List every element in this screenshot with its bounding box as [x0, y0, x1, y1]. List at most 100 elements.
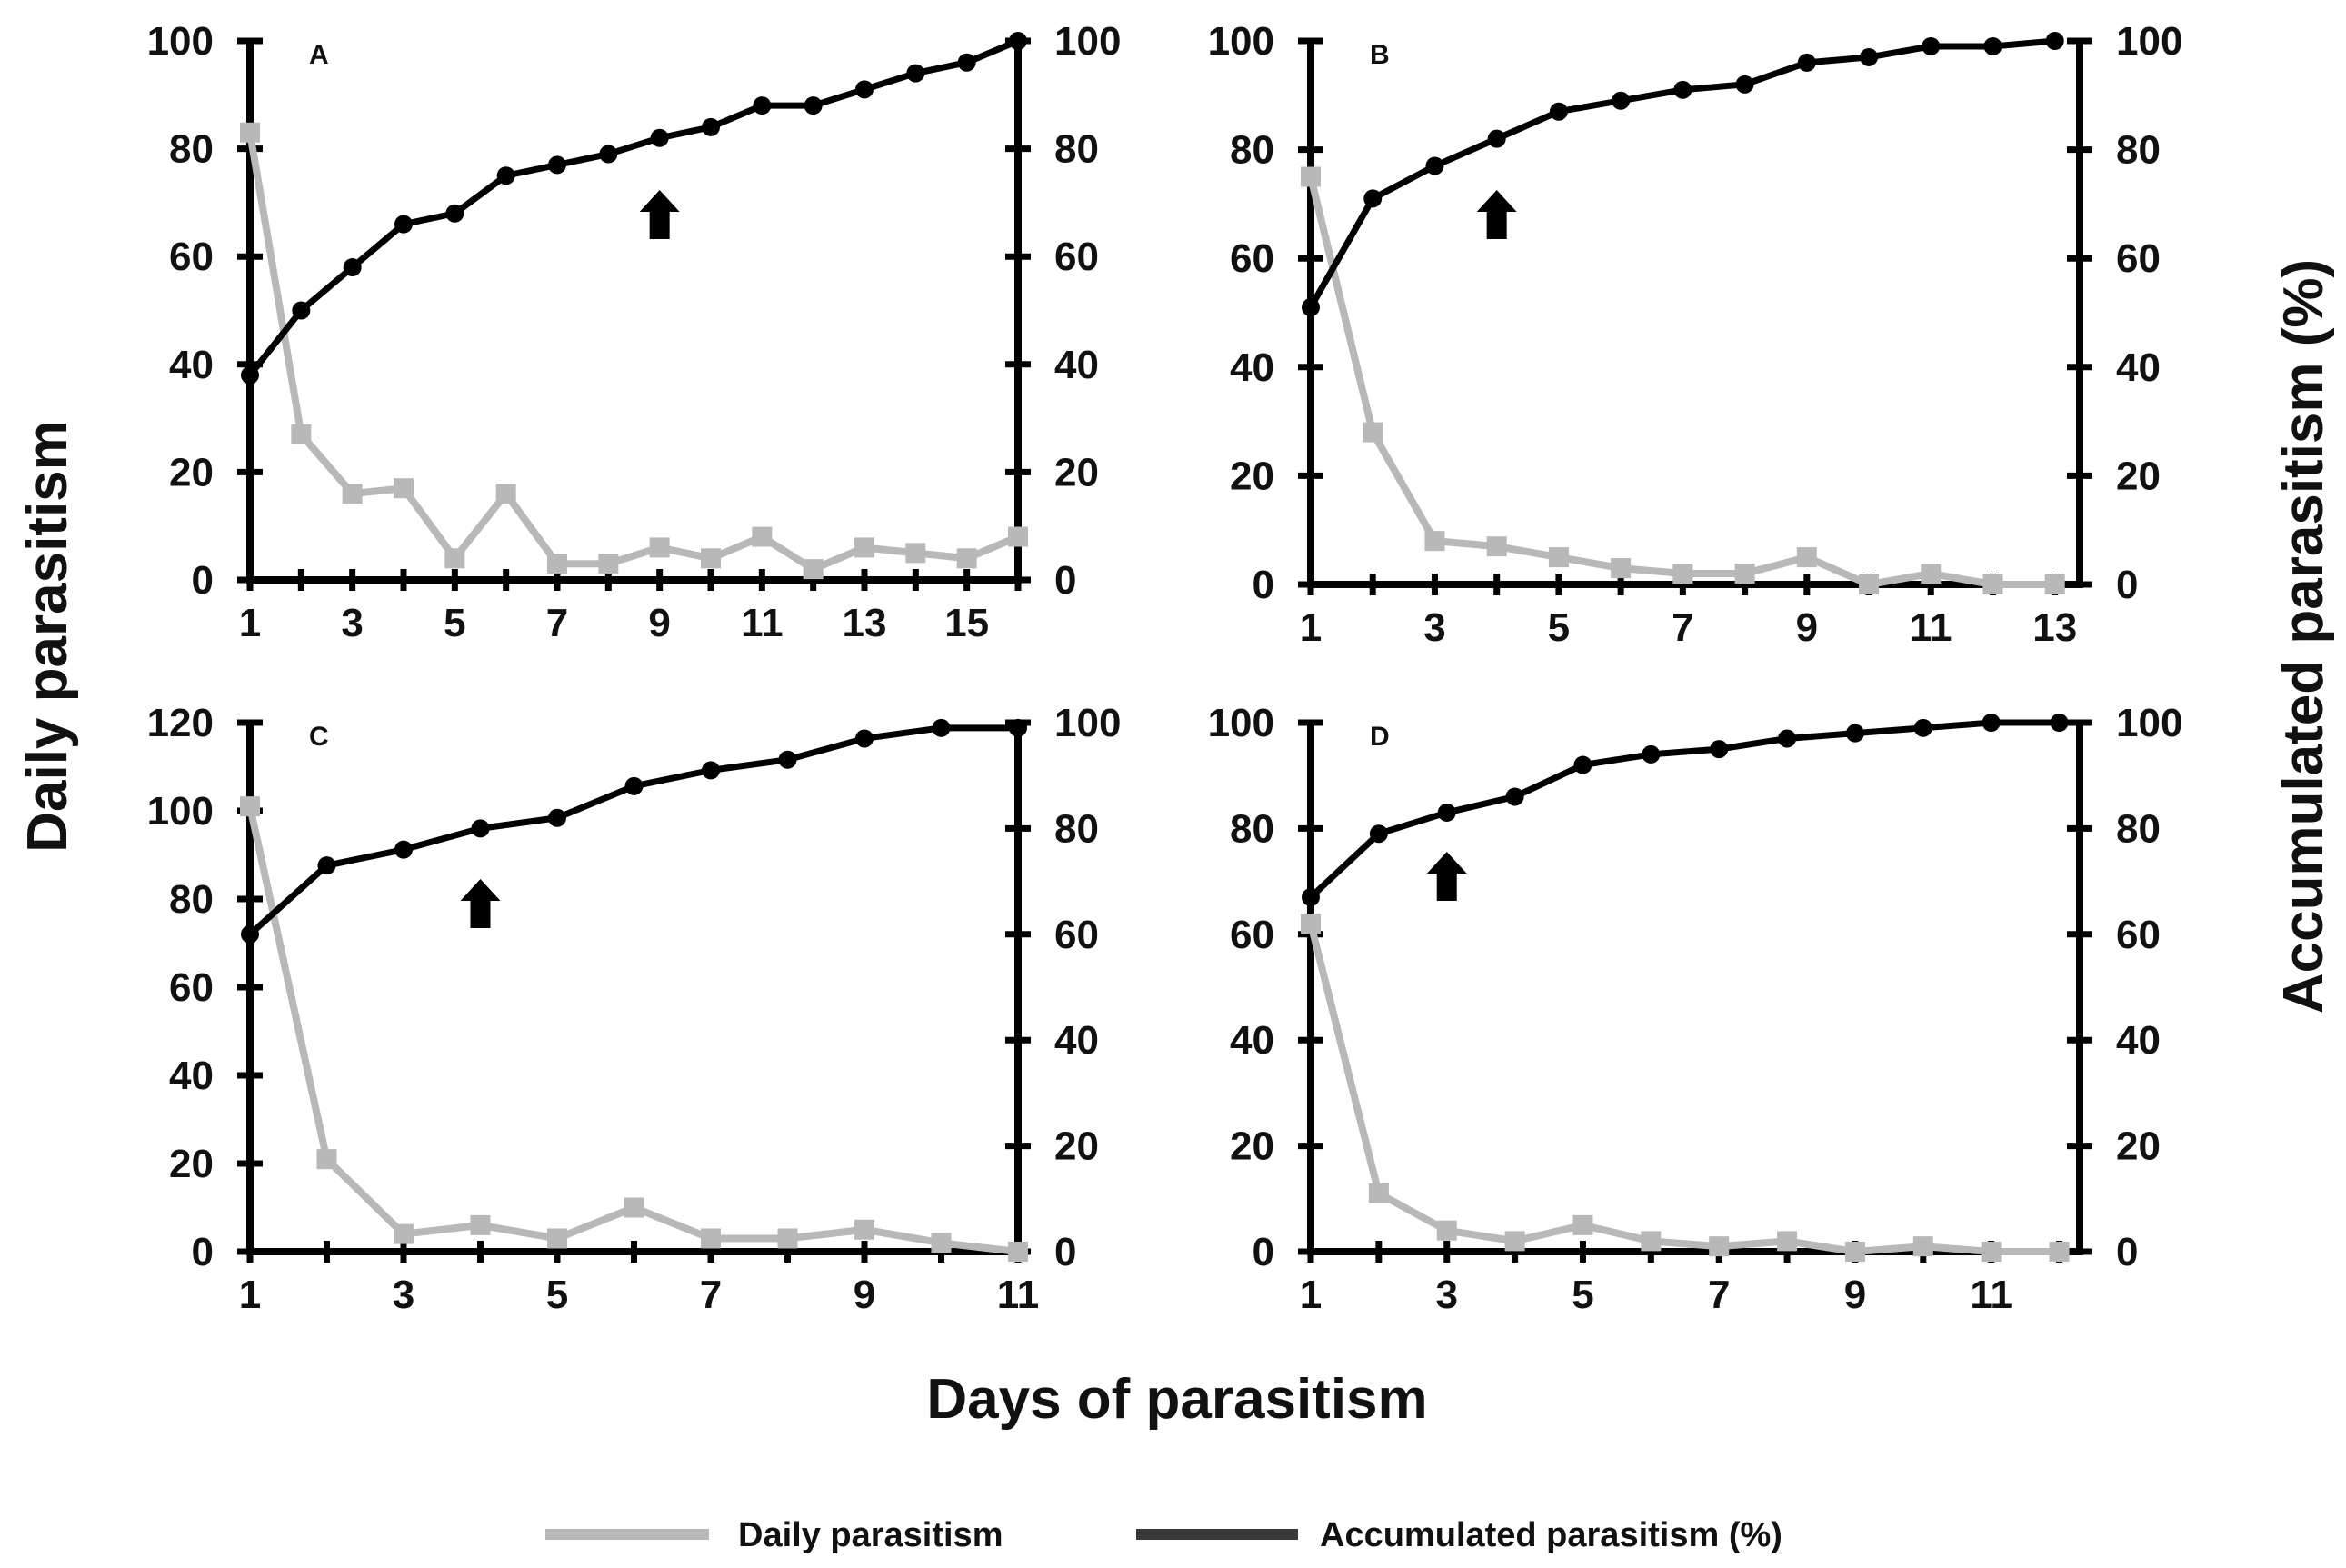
y-tick-label-left: 40	[169, 343, 214, 387]
arrow-up-icon	[1476, 190, 1517, 239]
daily-point	[598, 554, 619, 574]
daily-point	[624, 1197, 644, 1218]
daily-point	[240, 796, 260, 817]
daily-point	[1572, 1214, 1593, 1235]
accumulated-point	[1642, 744, 1661, 764]
accumulated-point	[1487, 129, 1506, 148]
x-tick-label: 13	[843, 601, 887, 645]
accumulated-point	[1913, 718, 1932, 737]
arrow-up-icon	[460, 879, 501, 928]
daily-series-line	[246, 132, 1020, 574]
x-tick-label: 3	[1435, 1273, 1457, 1317]
accumulated-point	[1437, 803, 1456, 822]
x-tick-label: 1	[1300, 605, 1322, 650]
accumulated-point	[241, 365, 259, 385]
accumulated-point	[1673, 80, 1692, 99]
daily-point	[342, 484, 363, 504]
daily-point	[444, 548, 465, 569]
y-tick-label-right: 0	[2116, 563, 2138, 607]
accumulated-point	[855, 729, 874, 748]
accumulated-point	[1302, 888, 1320, 907]
daily-series-line	[1307, 923, 2060, 1255]
accumulated-point	[394, 215, 413, 234]
accumulated-point	[292, 301, 311, 320]
y-tick-label-right: 60	[2116, 913, 2161, 957]
y-tick-label-right: 40	[2116, 345, 2161, 390]
daily-series-line	[1307, 175, 2055, 588]
accumulated-point	[1922, 36, 1941, 55]
y-tick-label-left: 100	[1208, 19, 1274, 64]
daily-point	[854, 1219, 874, 1240]
daily-point	[1368, 1183, 1389, 1203]
daily-point	[1363, 422, 1383, 443]
daily-point	[931, 1233, 952, 1253]
panel-c: 0 20 40 60 80 100 120 0 20 40 60 80 100 1 3 5 7 9 11 C	[147, 701, 1122, 1317]
y-tick-label-right: 0	[1054, 1230, 1076, 1274]
daily-series-line	[246, 805, 1019, 1255]
arrow-up-icon	[639, 190, 680, 239]
daily-point	[470, 1214, 491, 1235]
y-tick-label-right: 80	[2116, 806, 2161, 851]
x-axis-title: Days of parasitism	[926, 1368, 1427, 1431]
y-tick-label-right: 100	[1054, 701, 1121, 745]
accumulated-point	[778, 750, 797, 769]
y-tick-label-right: 100	[2116, 19, 2182, 64]
daily-point	[1641, 1231, 1662, 1252]
panel-letter: A	[309, 40, 329, 70]
daily-point	[1734, 564, 1755, 584]
x-tick-label: 7	[1708, 1273, 1730, 1317]
accumulated-point	[650, 128, 669, 147]
accumulated-point	[445, 204, 464, 223]
y-tick-label-left: 40	[169, 1054, 214, 1098]
y-tick-label-left: 20	[1230, 454, 1274, 498]
x-tick-label: 3	[1423, 605, 1445, 650]
y-tick-label-left: 60	[1230, 913, 1274, 957]
daily-point	[803, 559, 824, 580]
daily-point	[394, 478, 414, 499]
accumulated-point	[1612, 91, 1631, 110]
x-tick-label: 1	[1300, 1273, 1322, 1317]
y-axis-title-right: Accumulated parasitism (%)	[2272, 259, 2335, 1014]
x-tick-label: 1	[239, 1273, 261, 1317]
accumulated-point	[1505, 787, 1524, 806]
y-tick-label-left: 20	[169, 1142, 214, 1186]
x-tick-label: 3	[393, 1273, 414, 1317]
legend-label-daily: Daily parasitism	[738, 1516, 1003, 1554]
x-tick-label: 15	[944, 601, 989, 645]
y-tick-label-left: 100	[147, 789, 214, 834]
y-tick-label-left: 40	[1230, 1018, 1274, 1063]
daily-point	[854, 537, 874, 558]
x-tick-label: 7	[1672, 605, 1693, 650]
y-tick-label-left: 80	[169, 877, 214, 922]
accumulated-point	[2050, 714, 2069, 732]
y-tick-label-left: 100	[1208, 701, 1274, 745]
daily-point	[1844, 1242, 1865, 1262]
accumulated-point	[1797, 53, 1816, 72]
daily-point	[547, 1228, 567, 1249]
daily-point	[1982, 574, 2003, 594]
y-tick-label-left: 100	[147, 19, 214, 64]
x-tick-label: 7	[546, 601, 568, 645]
y-tick-label-left: 40	[1230, 345, 1274, 390]
x-tick-label: 11	[1970, 1273, 2012, 1317]
x-tick-label: 13	[2032, 605, 2077, 650]
accumulated-point	[1009, 718, 1027, 737]
daily-point	[1424, 531, 1445, 552]
daily-point	[1548, 547, 1569, 568]
y-tick-label-right: 60	[2116, 236, 2161, 281]
y-tick-label-right: 0	[1054, 558, 1076, 603]
daily-point	[2044, 574, 2065, 594]
x-tick-label: 9	[1796, 605, 1818, 650]
y-tick-label-right: 60	[1054, 235, 1099, 279]
arrow-up-icon	[1426, 852, 1467, 901]
accumulated-point	[753, 96, 772, 115]
daily-point	[1796, 547, 1817, 568]
daily-point	[1912, 1236, 1933, 1257]
y-tick-label-left: 80	[1230, 128, 1274, 173]
y-tick-label-right: 20	[2116, 1124, 2161, 1169]
accumulated-point	[1549, 102, 1568, 121]
daily-point	[1008, 526, 1028, 547]
y-tick-label-right: 40	[1054, 343, 1099, 387]
